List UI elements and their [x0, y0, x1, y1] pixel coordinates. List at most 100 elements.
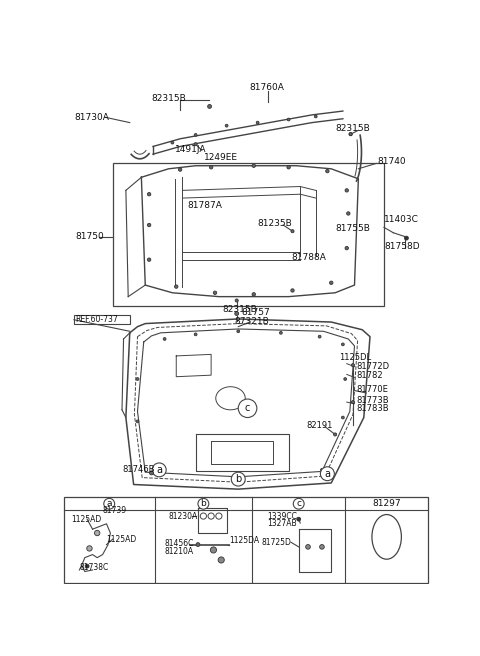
- Circle shape: [321, 468, 324, 471]
- Text: 81757: 81757: [241, 308, 270, 317]
- Text: 1327AB: 1327AB: [268, 520, 297, 528]
- Circle shape: [345, 247, 348, 250]
- Circle shape: [95, 530, 100, 536]
- Circle shape: [306, 544, 311, 549]
- Text: b: b: [201, 499, 206, 508]
- Circle shape: [163, 338, 166, 340]
- Text: 81770E: 81770E: [357, 384, 389, 394]
- Circle shape: [291, 230, 294, 233]
- Circle shape: [136, 420, 139, 422]
- Circle shape: [345, 189, 348, 192]
- Circle shape: [320, 544, 324, 549]
- Circle shape: [321, 467, 335, 481]
- Text: 11403C: 11403C: [384, 215, 419, 224]
- Circle shape: [237, 330, 240, 333]
- Circle shape: [209, 165, 213, 169]
- Text: 81758D: 81758D: [384, 242, 420, 251]
- Text: 81787A: 81787A: [188, 201, 223, 211]
- Circle shape: [347, 212, 350, 215]
- Circle shape: [147, 223, 151, 227]
- Text: REF.60-737: REF.60-737: [75, 316, 118, 324]
- Text: 81746B: 81746B: [122, 465, 155, 474]
- Circle shape: [235, 299, 238, 302]
- Circle shape: [152, 463, 166, 477]
- Circle shape: [314, 115, 317, 118]
- Circle shape: [218, 557, 224, 563]
- Circle shape: [293, 499, 304, 509]
- Circle shape: [225, 124, 228, 127]
- Circle shape: [179, 168, 182, 171]
- Text: 81730A: 81730A: [74, 113, 109, 122]
- Circle shape: [235, 312, 239, 316]
- Circle shape: [287, 165, 290, 169]
- Circle shape: [175, 285, 178, 289]
- Text: 82315B: 82315B: [223, 305, 257, 314]
- Circle shape: [287, 118, 290, 121]
- Circle shape: [237, 473, 240, 476]
- Text: c: c: [245, 403, 250, 413]
- Circle shape: [334, 433, 336, 436]
- Circle shape: [349, 133, 352, 136]
- Text: 1339CC: 1339CC: [268, 512, 298, 521]
- Circle shape: [341, 416, 344, 419]
- Text: 81230A: 81230A: [168, 512, 198, 521]
- Circle shape: [208, 104, 212, 108]
- Circle shape: [200, 513, 206, 519]
- Bar: [64, 497, 428, 583]
- Text: 1125DL: 1125DL: [339, 353, 371, 362]
- Text: 81772D: 81772D: [357, 362, 390, 371]
- Text: 87321B: 87321B: [234, 317, 269, 326]
- Circle shape: [158, 467, 161, 470]
- Circle shape: [136, 378, 139, 380]
- Text: 81755B: 81755B: [335, 224, 370, 234]
- Circle shape: [341, 343, 344, 346]
- Circle shape: [208, 513, 214, 519]
- Bar: [113, 163, 384, 306]
- Text: 81788A: 81788A: [291, 253, 326, 262]
- Text: 81750: 81750: [75, 232, 104, 241]
- Text: 81725D: 81725D: [262, 538, 291, 546]
- Circle shape: [196, 543, 200, 546]
- Circle shape: [256, 121, 259, 124]
- Circle shape: [194, 333, 197, 336]
- Text: 1491JA: 1491JA: [175, 145, 206, 154]
- Text: 1125DA: 1125DA: [229, 536, 259, 545]
- Circle shape: [351, 401, 355, 403]
- Text: a: a: [156, 465, 162, 475]
- Circle shape: [147, 192, 151, 196]
- Circle shape: [279, 331, 282, 334]
- Circle shape: [194, 134, 197, 136]
- Text: 81210A: 81210A: [165, 547, 194, 556]
- Circle shape: [216, 513, 222, 519]
- Text: 82315B: 82315B: [335, 124, 370, 133]
- Circle shape: [252, 293, 255, 296]
- Text: 81456C: 81456C: [165, 539, 194, 548]
- Circle shape: [87, 546, 92, 551]
- Text: 1125AD: 1125AD: [72, 515, 102, 523]
- Circle shape: [238, 399, 257, 417]
- Circle shape: [330, 281, 333, 285]
- Circle shape: [210, 547, 216, 553]
- Text: 81739: 81739: [103, 506, 127, 515]
- Text: c: c: [296, 499, 301, 508]
- Text: a: a: [107, 499, 112, 508]
- Text: 81783B: 81783B: [357, 404, 389, 413]
- Circle shape: [252, 164, 255, 167]
- Circle shape: [194, 142, 197, 146]
- Circle shape: [318, 335, 321, 338]
- Text: 82191: 82191: [306, 420, 333, 430]
- Circle shape: [85, 564, 89, 568]
- Circle shape: [149, 471, 154, 475]
- Circle shape: [104, 499, 115, 509]
- Text: 81738C: 81738C: [79, 563, 108, 572]
- Circle shape: [349, 133, 352, 136]
- Circle shape: [344, 378, 347, 380]
- Circle shape: [213, 291, 216, 295]
- Text: a: a: [324, 469, 330, 479]
- Circle shape: [297, 517, 300, 521]
- Circle shape: [325, 169, 329, 173]
- Text: 82315B: 82315B: [152, 94, 186, 103]
- Circle shape: [231, 472, 245, 486]
- Text: 81740: 81740: [378, 157, 407, 167]
- Circle shape: [291, 289, 294, 292]
